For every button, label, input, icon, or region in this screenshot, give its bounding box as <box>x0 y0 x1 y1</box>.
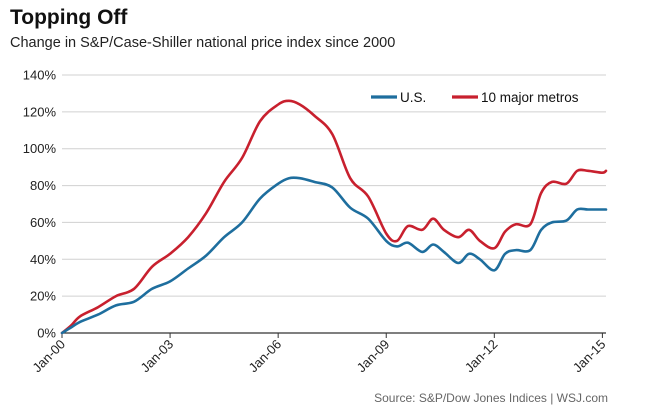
legend: U.S. 10 major metros <box>371 90 579 105</box>
x-tick-label: Jan-00 <box>29 337 68 376</box>
legend-label-10-major-metros: 10 major metros <box>481 90 579 105</box>
y-tick-label: 40% <box>30 252 56 267</box>
x-tick-label: Jan-03 <box>137 337 176 376</box>
x-tick-label: Jan-06 <box>246 337 285 376</box>
series-line-10-major-metros <box>60 99 608 335</box>
source-note: Source: S&P/Dow Jones Indices | WSJ.com <box>374 391 608 405</box>
y-tick-label: 0% <box>37 326 56 341</box>
series-line-u-s <box>60 176 608 335</box>
y-axis-ticks: 0% 20% 40% 60% 80% 100% 120% 140% <box>23 68 57 341</box>
y-tick-label: 100% <box>23 141 57 156</box>
y-tick-label: 60% <box>30 215 56 230</box>
x-tick-label: Jan-12 <box>462 337 501 376</box>
chart-subtitle: Change in S&P/Case-Shiller national pric… <box>10 35 396 51</box>
y-tick-label: 80% <box>30 178 56 193</box>
x-tick-label: Jan-09 <box>354 337 393 376</box>
y-tick-label: 140% <box>23 68 57 83</box>
x-tick-label: Jan-15 <box>570 337 609 376</box>
gridlines <box>62 74 606 334</box>
series-lines <box>60 99 608 335</box>
legend-label-u-s: U.S. <box>400 90 426 105</box>
chart-title: Topping Off <box>10 6 128 29</box>
y-tick-label: 120% <box>23 104 57 119</box>
y-tick-label: 20% <box>30 289 56 304</box>
x-axis-ticks: Jan-00 Jan-03 Jan-06 Jan-09 Jan-12 Jan-15 <box>29 333 609 376</box>
